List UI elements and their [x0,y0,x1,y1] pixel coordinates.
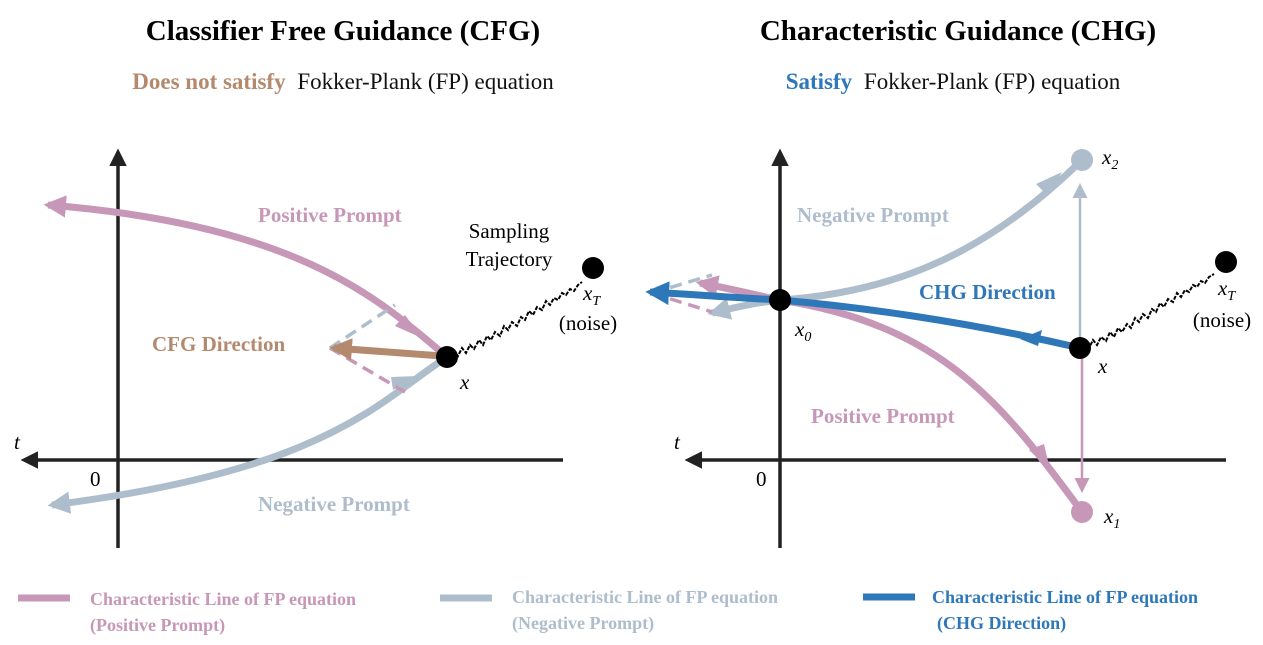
left-point-xT [582,257,604,279]
left-cfg-label: CFG Direction [152,332,285,356]
right-noise-label: (noise) [1193,308,1251,332]
right-x-label: x [1097,354,1108,378]
left-subtitle: Does not satisfy Fokker-Plank (FP) equat… [132,69,554,94]
right-negative-mid-arrow [1036,172,1062,196]
right-positive-curve [695,275,1085,515]
left-noise-label: (noise) [559,311,617,335]
right-subtitle-emph: Satisfy [786,69,853,94]
left-positive-curve [43,195,450,360]
right-origin-label: 0 [756,467,767,491]
legend-positive-line1: Characteristic Line of FP equation [90,589,356,609]
right-point-xT [1215,251,1237,273]
legend-positive-line2: (Positive Prompt) [90,615,225,636]
left-origin-label: 0 [90,467,101,491]
left-negative-label: Negative Prompt [258,492,410,516]
right-positive-label: Positive Prompt [811,404,955,428]
left-t-label: t [14,430,21,454]
left-sampling-trajectory [448,281,583,358]
legend-chg-line2: (CHG Direction) [937,613,1066,634]
right-subtitle: Satisfy Fokker-Plank (FP) equation [786,69,1121,94]
right-point-x [1069,337,1091,359]
left-negative-curve [47,354,449,514]
legend-negative-line1: Characteristic Line of FP equation [512,587,778,607]
right-negative-curve [707,157,1085,320]
right-chg-curve [645,281,1081,352]
right-title: Characteristic Guidance (CHG) [760,15,1156,47]
right-chg-mid-arrow [1020,330,1042,346]
right-point-x0 [769,289,791,311]
left-sampling-label-1: Sampling [469,219,550,243]
left-subtitle-rest: Fokker-Plank (FP) equation [297,69,554,94]
left-cfg-arrow [329,338,443,361]
left-subtitle-emph: Does not satisfy [132,69,286,94]
right-negative-label: Negative Prompt [797,203,949,227]
right-sampling-trajectory [1079,273,1215,350]
legend-negative-line2: (Negative Prompt) [512,613,654,634]
right-x2-label: x2 [1101,145,1118,173]
left-panel: Classifier Free Guidance (CFG) Does not … [14,15,617,548]
left-positive-mid-arrow [395,315,422,338]
right-x1-label: x1 [1103,504,1120,532]
right-positive-mid-arrow [1029,444,1050,470]
left-title: Classifier Free Guidance (CFG) [146,15,540,47]
right-x0-label: x0 [794,317,811,345]
legend-item-positive: Characteristic Line of FP equation (Posi… [18,589,356,636]
left-dashed-neg [329,303,396,350]
legend-item-negative: Characteristic Line of FP equation (Nega… [440,587,778,634]
right-t-label: t [674,430,681,454]
right-point-x1 [1071,501,1093,523]
left-xT-label: xT [582,281,601,309]
left-sampling-label-2: Trajectory [466,247,553,271]
right-point-x2 [1071,149,1093,171]
left-x-label: x [459,370,470,394]
left-dashed-pos [329,346,406,394]
left-positive-label: Positive Prompt [258,203,402,227]
legend-chg-line1: Characteristic Line of FP equation [932,587,1198,607]
right-panel: Characteristic Guidance (CHG) Satisfy Fo… [645,15,1251,548]
legend-item-chg: Characteristic Line of FP equation (CHG … [863,587,1198,634]
right-subtitle-rest: Fokker-Plank (FP) equation [864,69,1121,94]
left-point-x [436,346,458,368]
right-chg-label: CHG Direction [919,280,1056,304]
legend: Characteristic Line of FP equation (Posi… [18,587,1198,636]
right-xT-label: xT [1217,276,1236,304]
